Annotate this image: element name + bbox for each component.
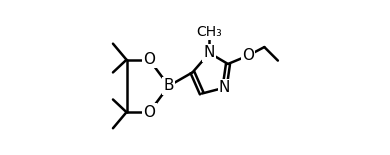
Text: O: O bbox=[242, 48, 254, 63]
Text: B: B bbox=[163, 78, 174, 93]
Text: N: N bbox=[204, 45, 215, 60]
Text: O: O bbox=[144, 105, 155, 120]
Text: O: O bbox=[144, 52, 155, 67]
Text: N: N bbox=[219, 80, 230, 95]
Text: CH₃: CH₃ bbox=[197, 25, 222, 39]
